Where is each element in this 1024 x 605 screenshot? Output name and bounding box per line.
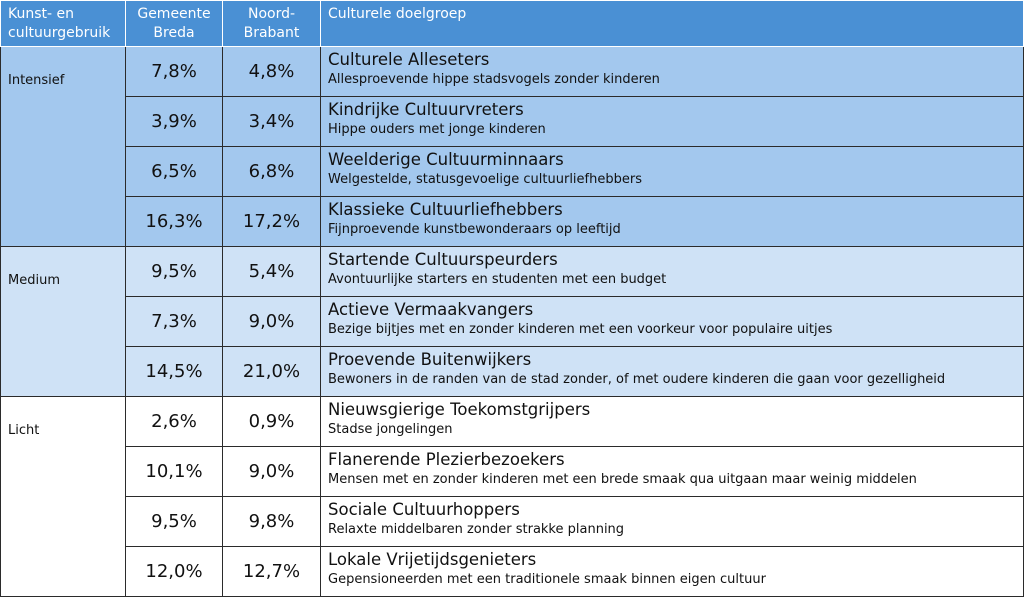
target-group-cell: Nieuwsgierige Toekomstgrijpers Stadse jon… (320, 396, 1024, 447)
target-group-name: Weelderige Cultuurminnaars (328, 150, 564, 169)
target-group-description: Bewoners in de randen van de stad zonder… (328, 372, 946, 387)
header-breda: Gemeente Breda (125, 0, 223, 47)
brabant-value: 21,0% (222, 346, 321, 397)
target-group-description: Welgestelde, statusgevoelige cultuurlief… (328, 172, 642, 187)
target-group-name: Culturele Alleseters (328, 50, 490, 69)
table-row: 14,5% 21,0% Proevende Buitenwijkers Bewon… (1, 346, 1024, 397)
target-group-name: Proevende Buitenwijkers (328, 350, 532, 369)
table-row: 3,9% 3,4% Kindrijke Cultuurvreters Hippe … (1, 96, 1024, 147)
table-row: 16,3% 17,2% Klassieke Cultuurliefhebbers… (1, 196, 1024, 247)
target-group-name: Actieve Vermaakvangers (328, 300, 534, 319)
brabant-value: 5,4% (222, 246, 321, 297)
target-group-cell: Actieve Vermaakvangers Bezige bijtjes met… (320, 296, 1024, 347)
target-group-cell: Culturele Alleseters Allesproevende hippe… (320, 46, 1024, 97)
target-group-description: Gepensioneerden met een traditionele sma… (328, 572, 766, 587)
group-label-intensief: Intensief (0, 46, 126, 247)
breda-value: 2,6% (125, 396, 223, 447)
brabant-value: 3,4% (222, 96, 321, 147)
header-brabant: Noord-Brabant (222, 0, 321, 47)
target-group-cell: Klassieke Cultuurliefhebbers Fijnproevend… (320, 196, 1024, 247)
target-group-description: Allesproevende hippe stadsvogels zonder … (328, 72, 660, 87)
table-row: 7,3% 9,0% Actieve Vermaakvangers Bezige b… (1, 296, 1024, 347)
table-row: 9,5% 9,8% Sociale Cultuurhoppers Relaxte … (1, 496, 1024, 547)
table-row: Licht 2,6% 0,9% Nieuwsgierige Toekomstgr… (0, 396, 1024, 597)
target-group-cell: Proevende Buitenwijkers Bewoners in de ra… (320, 346, 1024, 397)
table-row: Medium 9,5% 5,4% Startende Cultuurspeurd… (0, 246, 1024, 397)
breda-value: 6,5% (125, 146, 223, 197)
brabant-value: 9,8% (222, 496, 321, 547)
target-group-name: Klassieke Cultuurliefhebbers (328, 200, 563, 219)
target-group-cell: Sociale Cultuurhoppers Relaxte middelbare… (320, 496, 1024, 547)
target-group-cell: Kindrijke Cultuurvreters Hippe ouders met… (320, 96, 1024, 147)
target-group-name: Lokale Vrijetijdsgenieters (328, 550, 537, 569)
target-group-cell: Flanerende Plezierbezoekers Mensen met en… (320, 446, 1024, 497)
breda-value: 7,3% (125, 296, 223, 347)
group-label-licht: Licht (0, 396, 126, 597)
target-group-cell: Startende Cultuurspeurders Avontuurlijke … (320, 246, 1024, 297)
brabant-value: 9,0% (222, 446, 321, 497)
breda-value: 14,5% (125, 346, 223, 397)
group-label-medium: Medium (0, 246, 126, 397)
breda-value: 12,0% (125, 546, 223, 597)
target-group-description: Hippe ouders met jonge kinderen (328, 122, 546, 137)
target-group-cell: Lokale Vrijetijdsgenieters Gepensioneerde… (320, 546, 1024, 597)
brabant-value: 9,0% (222, 296, 321, 347)
breda-value: 16,3% (125, 196, 223, 247)
breda-value: 9,5% (125, 246, 223, 297)
breda-value: 3,9% (125, 96, 223, 147)
header-target-group: Culturele doelgroep (320, 0, 1024, 47)
target-group-description: Relaxte middelbaren zonder strakke plann… (328, 522, 625, 537)
target-group-description: Bezige bijtjes met en zonder kinderen me… (328, 322, 833, 337)
brabant-value: 17,2% (222, 196, 321, 247)
target-group-description: Stadse jongelingen (328, 422, 453, 437)
target-group-description: Avontuurlijke starters en studenten met … (328, 272, 667, 287)
breda-value: 10,1% (125, 446, 223, 497)
target-group-name: Kindrijke Cultuurvreters (328, 100, 524, 119)
header-usage: Kunst- en cultuurgebruik (0, 0, 126, 47)
target-group-cell: Weelderige Cultuurminnaars Welgestelde, s… (320, 146, 1024, 197)
table-row: Intensief 7,8% 4,8% Culturele Alleseters… (0, 46, 1024, 247)
breda-value: 7,8% (125, 46, 223, 97)
target-group-description: Fijnproevende kunstbewonderaars op leeft… (328, 222, 621, 237)
target-group-name: Startende Cultuurspeurders (328, 250, 558, 269)
brabant-value: 6,8% (222, 146, 321, 197)
target-group-name: Sociale Cultuurhoppers (328, 500, 520, 519)
brabant-value: 4,8% (222, 46, 321, 97)
table-row: 12,0% 12,7% Lokale Vrijetijdsgenieters Ge… (1, 546, 1024, 597)
header-row: Kunst- en cultuurgebruik Gemeente Breda … (0, 0, 1024, 47)
table-row: 10,1% 9,0% Flanerende Plezierbezoekers Me… (1, 446, 1024, 497)
target-group-description: Mensen met en zonder kinderen met een br… (328, 472, 917, 487)
brabant-value: 12,7% (222, 546, 321, 597)
breda-value: 9,5% (125, 496, 223, 547)
target-group-name: Flanerende Plezierbezoekers (328, 450, 565, 469)
brabant-value: 0,9% (222, 396, 321, 447)
table-row: 6,5% 6,8% Weelderige Cultuurminnaars Welg… (1, 146, 1024, 197)
target-group-name: Nieuwsgierige Toekomstgrijpers (328, 400, 591, 419)
